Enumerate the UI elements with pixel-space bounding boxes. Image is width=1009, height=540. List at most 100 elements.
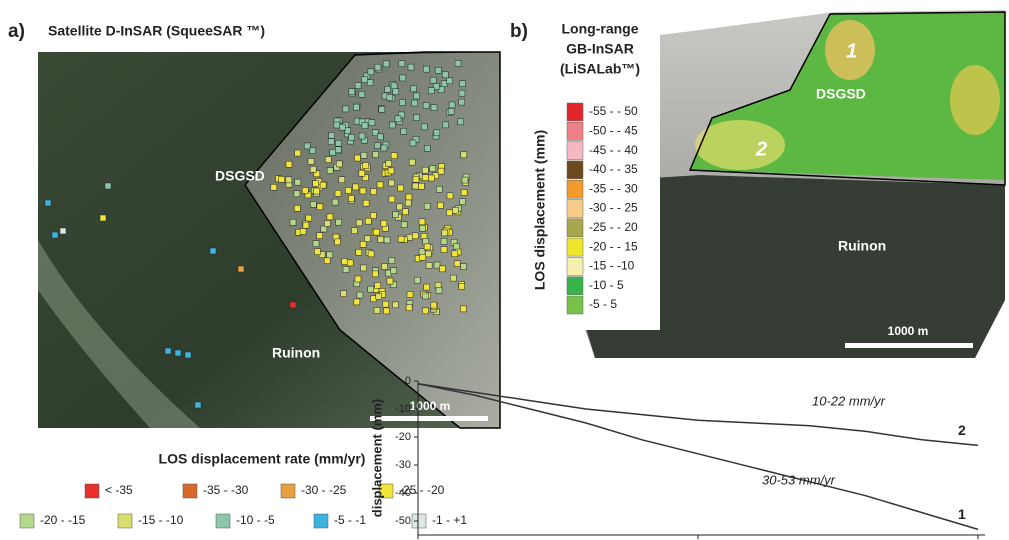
ps-point xyxy=(386,160,392,166)
ps-point xyxy=(413,176,419,182)
map-label: 2 xyxy=(755,138,767,160)
ps-point xyxy=(370,213,376,219)
series-line xyxy=(418,384,978,530)
ps-point xyxy=(210,248,216,254)
annotation: 30-53 mm/yr xyxy=(762,472,836,487)
legend-title: GB-InSAR xyxy=(566,41,634,57)
scale-label: 1000 m xyxy=(888,324,929,338)
legend-swatch xyxy=(183,484,197,498)
ps-point xyxy=(455,60,461,66)
ps-point xyxy=(354,155,360,161)
ps-point xyxy=(441,247,447,253)
ps-point xyxy=(295,179,301,185)
ps-point xyxy=(374,229,380,235)
ps-point xyxy=(422,308,428,314)
ps-point xyxy=(360,188,366,194)
panel-title: Satellite D-InSAR (SqueeSAR ™) xyxy=(48,23,265,39)
scale-label: 1000 m xyxy=(410,399,451,413)
ps-point xyxy=(437,202,443,208)
y-tick-label: 0 xyxy=(405,375,411,387)
ps-point xyxy=(45,200,51,206)
ps-point xyxy=(290,302,296,308)
ps-point xyxy=(286,177,292,183)
ps-point xyxy=(435,67,441,73)
ps-point xyxy=(325,157,331,163)
ps-point xyxy=(353,184,359,190)
legend-swatch xyxy=(118,514,132,528)
ps-point xyxy=(398,236,404,242)
ps-point xyxy=(409,159,415,165)
ps-point xyxy=(443,122,449,128)
ps-point xyxy=(461,190,467,196)
ps-point xyxy=(341,291,347,297)
ps-point xyxy=(371,189,377,195)
ps-point xyxy=(406,305,412,311)
ps-point xyxy=(294,191,300,197)
ps-point xyxy=(271,184,277,190)
ps-point xyxy=(290,219,296,225)
ps-point xyxy=(357,292,363,298)
ps-point xyxy=(422,175,428,181)
ps-point xyxy=(345,187,351,193)
legend-title: (LiSALab™) xyxy=(560,61,640,77)
ps-point xyxy=(378,236,384,242)
ps-point xyxy=(377,134,383,140)
ps-point xyxy=(424,244,430,250)
legend-label: -35 - -30 xyxy=(203,483,249,497)
ps-point xyxy=(361,265,367,271)
legend-swatch xyxy=(567,238,583,256)
ps-point xyxy=(165,348,171,354)
ps-point xyxy=(462,177,468,183)
ps-point xyxy=(412,183,418,189)
ps-point xyxy=(343,106,349,112)
ps-point xyxy=(377,182,383,188)
ps-point xyxy=(400,75,406,81)
legend-swatch xyxy=(567,142,583,160)
ps-point xyxy=(459,90,465,96)
ps-point xyxy=(308,158,314,164)
ps-point xyxy=(426,262,432,268)
ps-point xyxy=(430,77,436,83)
y-tick-label: -10 xyxy=(395,403,411,415)
ps-point xyxy=(365,218,371,224)
scale-bar xyxy=(370,416,488,421)
ps-point xyxy=(424,145,430,151)
y-tick-label: -20 xyxy=(395,431,411,443)
ps-point xyxy=(105,183,111,189)
legend-label: -35 - - 30 xyxy=(589,181,638,195)
ps-point xyxy=(372,271,378,277)
ps-point xyxy=(384,308,390,314)
ps-point xyxy=(304,143,310,149)
ps-point xyxy=(393,212,399,218)
ps-point xyxy=(355,83,361,89)
ps-point xyxy=(423,66,429,72)
ps-point xyxy=(339,124,345,130)
ps-point xyxy=(336,219,342,225)
ps-point xyxy=(195,402,201,408)
ps-point xyxy=(327,252,333,258)
legend-swatch xyxy=(20,514,34,528)
ps-point xyxy=(317,204,323,210)
ps-point xyxy=(321,226,327,232)
ps-point xyxy=(431,105,437,111)
ps-point xyxy=(310,201,316,207)
ps-point xyxy=(387,94,393,100)
ps-point xyxy=(447,193,453,199)
ps-point xyxy=(336,161,342,167)
ps-point xyxy=(391,268,397,274)
ps-point xyxy=(420,225,426,231)
ps-point xyxy=(460,264,466,270)
ps-point xyxy=(424,284,430,290)
ps-point xyxy=(411,86,417,92)
ps-point xyxy=(428,175,434,181)
ps-point xyxy=(438,168,444,174)
ps-point xyxy=(423,293,429,299)
legend-label: -5 - -1 xyxy=(334,513,366,527)
ps-point xyxy=(351,228,357,234)
panel-label: a) xyxy=(8,21,25,42)
ps-point xyxy=(335,147,341,153)
ps-point xyxy=(401,128,407,134)
ps-point xyxy=(389,258,395,264)
ps-point xyxy=(412,100,418,106)
ps-point xyxy=(327,214,333,220)
